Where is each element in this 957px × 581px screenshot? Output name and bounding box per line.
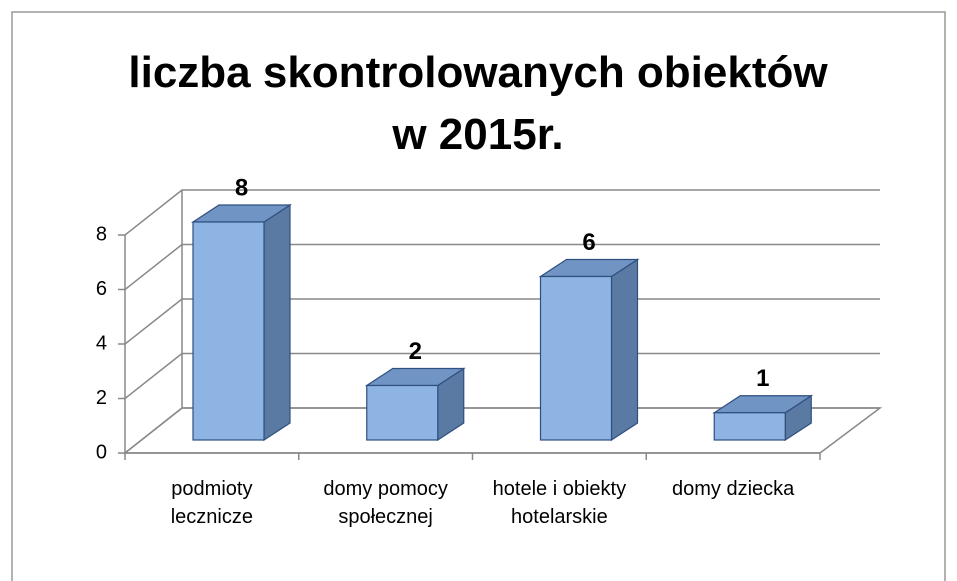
bar bbox=[192, 221, 265, 441]
x-tick-label: hotele i obiekty hotelarskie bbox=[492, 478, 627, 528]
x-tick-label: domy dziecka bbox=[671, 478, 795, 500]
y-tick-label: 6 bbox=[96, 278, 107, 300]
y-tick-label: 0 bbox=[96, 441, 107, 463]
y-tick-label: 4 bbox=[96, 332, 107, 354]
bar bbox=[539, 275, 613, 441]
value-label: 1 bbox=[756, 365, 769, 392]
x-tick-label: podmioty lecznicze bbox=[170, 478, 253, 528]
grid-line bbox=[124, 243, 880, 291]
bar bbox=[713, 412, 786, 441]
value-label: 6 bbox=[582, 229, 595, 256]
value-label: 8 bbox=[235, 174, 248, 201]
chart-title: liczba skontrolowanych obiektów w 2015r. bbox=[128, 48, 828, 159]
x-tick-label: domy pomocy społecznej bbox=[323, 478, 448, 528]
bar-side bbox=[263, 203, 291, 442]
grid-line bbox=[124, 298, 880, 345]
grid-line bbox=[124, 407, 880, 454]
y-tick-label: 8 bbox=[96, 223, 107, 245]
y-tick-label: 2 bbox=[96, 387, 107, 409]
bar bbox=[366, 384, 439, 441]
chart-border bbox=[11, 11, 946, 581]
bar-side bbox=[610, 258, 639, 442]
grid-line bbox=[124, 352, 880, 400]
grid-line bbox=[124, 189, 880, 236]
value-label: 2 bbox=[409, 338, 422, 365]
